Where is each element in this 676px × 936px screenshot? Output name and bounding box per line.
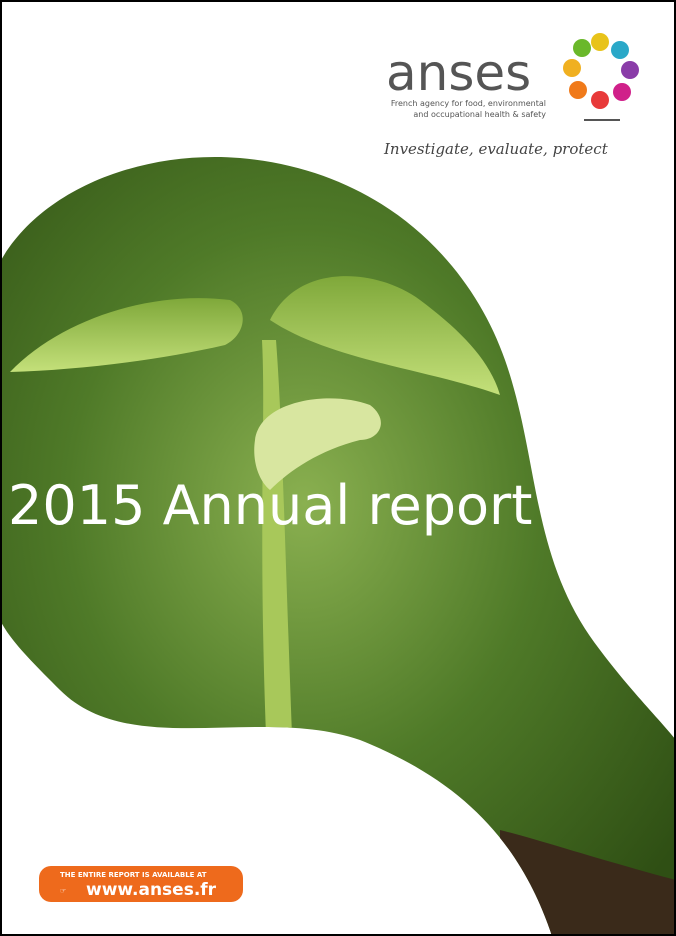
badge-icon: ☞	[60, 887, 66, 895]
logo-line: French agency for food, environmental	[391, 99, 546, 108]
title-inside: 2015 Annual report	[8, 474, 532, 537]
logo-name: anses	[386, 44, 531, 102]
logo-dot	[591, 33, 609, 51]
logo-dot	[621, 61, 639, 79]
title: 2015 Annual report	[8, 474, 532, 537]
page: 2015 Annual report 2015 Annual report an…	[0, 0, 676, 936]
logo-dot	[613, 83, 631, 101]
tagline: Investigate, evaluate, protect	[383, 140, 609, 158]
logo-hole	[583, 53, 619, 89]
logo-dot	[591, 91, 609, 109]
logo-dot	[563, 59, 581, 77]
badge-caption: THE ENTIRE REPORT IS AVAILABLE AT	[60, 871, 207, 879]
cover: 2015 Annual report 2015 Annual report an…	[0, 0, 676, 936]
logo-dot	[611, 41, 629, 59]
logo-dot	[569, 81, 587, 99]
logo-dot	[573, 39, 591, 57]
logo-line: and occupational health & safety	[413, 110, 546, 119]
badge-url[interactable]: www.anses.fr	[86, 880, 217, 900]
